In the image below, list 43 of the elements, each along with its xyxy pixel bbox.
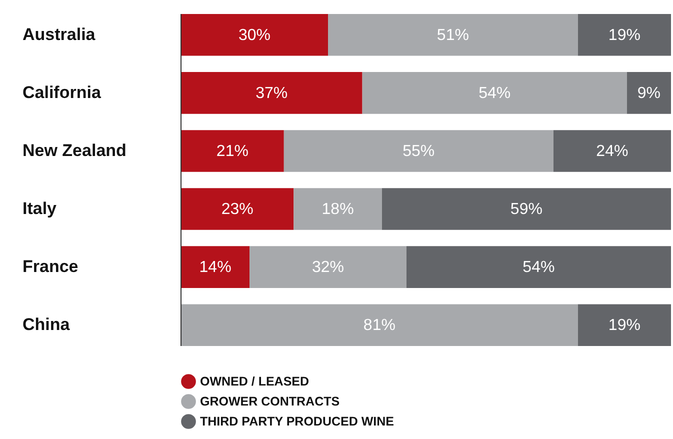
bar [181, 304, 578, 346]
data-label: 30% [238, 26, 271, 44]
data-label: 81% [363, 317, 396, 334]
data-label: 55% [402, 142, 435, 160]
bar [578, 304, 671, 346]
data-label: 23% [221, 201, 254, 218]
bar [181, 130, 284, 172]
data-label: 18% [322, 201, 354, 218]
data-label: 37% [256, 84, 288, 102]
legend-label: OWNED / LEASED [200, 374, 310, 388]
data-label: 21% [216, 142, 248, 160]
y-tick-label: Australia [22, 24, 96, 44]
data-label: 24% [596, 142, 628, 160]
bar [181, 188, 294, 230]
data-label: 32% [312, 259, 344, 276]
data-label: 19% [608, 317, 640, 334]
y-tick-label: France [22, 257, 78, 276]
bar [181, 14, 328, 56]
bar [181, 72, 362, 114]
data-label: 14% [199, 259, 232, 276]
legend-label: THIRD PARTY PRODUCED WINE [200, 414, 394, 428]
bar [362, 72, 627, 114]
bar [294, 188, 382, 230]
bar [250, 246, 406, 288]
y-tick-label: China [22, 315, 70, 334]
bar [553, 130, 671, 172]
y-tick-label: Italy [22, 199, 58, 218]
data-label: 9% [637, 84, 661, 102]
data-label: 54% [522, 259, 555, 276]
bar [382, 188, 671, 230]
bar [181, 246, 250, 288]
data-label: 54% [478, 84, 511, 102]
data-label: 51% [436, 26, 469, 44]
data-label: 19% [608, 26, 640, 44]
y-tick-label: California [22, 82, 102, 102]
data-label: 59% [510, 201, 542, 218]
bar [284, 130, 554, 172]
bar [626, 72, 671, 114]
bar [328, 14, 578, 56]
y-tick-label: New Zealand [22, 140, 126, 160]
bar [406, 246, 671, 288]
bar [578, 14, 671, 56]
legend-label: GROWER CONTRACTS [200, 394, 340, 408]
